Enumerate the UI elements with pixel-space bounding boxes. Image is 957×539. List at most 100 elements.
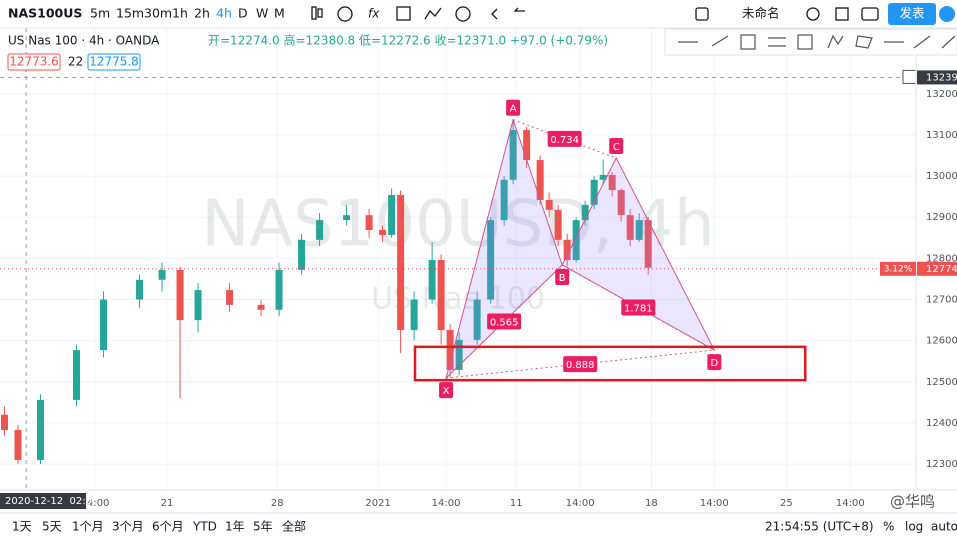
symbol[interactable]: NAS100US (8, 6, 82, 21)
candle-body (275, 269, 283, 310)
range-button[interactable]: 1天 (12, 520, 32, 534)
range-button[interactable]: YTD (192, 520, 217, 534)
play-icon[interactable] (939, 6, 955, 22)
tool-icon[interactable] (797, 34, 813, 50)
point-badge (555, 268, 570, 285)
chart-type-icon[interactable] (311, 6, 317, 20)
y-tick-label: 13200.0 (926, 89, 957, 100)
ratio-label: 0.565 (490, 318, 519, 329)
credit: @华鸣 (890, 493, 935, 511)
scale-option[interactable]: log (905, 520, 923, 534)
snapshot-icon[interactable] (861, 7, 879, 21)
ratio-label: 1.781 (624, 304, 653, 315)
checkbox[interactable] (695, 7, 709, 21)
candle-body (635, 220, 643, 240)
tool-icon[interactable] (740, 34, 756, 50)
interval[interactable]: 30m (144, 6, 172, 21)
point-label: D (710, 358, 718, 369)
ratio-badge (487, 313, 522, 330)
template-icon[interactable] (424, 7, 442, 20)
bid-box[interactable] (7, 53, 61, 71)
scale-option[interactable]: auto (931, 520, 957, 534)
interval[interactable]: 2h (194, 6, 210, 21)
range-button[interactable]: 5天 (42, 520, 62, 534)
candle-body (316, 220, 324, 240)
interval[interactable]: D (238, 6, 248, 21)
axes: 12300.0 12400.0 12500.0 12600.0 12700.0 12800… (0, 70, 957, 509)
point-label: A (510, 104, 517, 115)
candle-body (428, 260, 436, 300)
template-icon[interactable] (396, 6, 411, 21)
scale-option[interactable]: % (883, 520, 894, 534)
tool-icon[interactable] (711, 35, 729, 47)
candle-body (410, 299, 418, 330)
publish-button[interactable] (888, 3, 936, 25)
last-price: 12774.7 (926, 264, 957, 275)
candle-body (176, 269, 184, 321)
range-button[interactable]: 全部 (282, 519, 306, 534)
tool-icon[interactable] (855, 35, 873, 49)
range-group: 1天 5天 1个月 3个月 6个月 YTD 1年 5年 全部% log auto (12, 519, 957, 534)
toolbar-icons: fx (311, 6, 955, 22)
last-change: 3.12% (884, 264, 913, 274)
candle-body (446, 329, 454, 370)
interval[interactable]: 5m (90, 6, 110, 21)
bid[interactable]: 12773.6 (9, 55, 59, 69)
crosshair-price: 13239.9 (926, 72, 957, 83)
ratio-label: 0.734 (550, 135, 579, 146)
range-button[interactable]: 1年 (225, 520, 245, 534)
candle-body (599, 174, 607, 180)
candle-body (608, 174, 616, 191)
candle-body (298, 239, 306, 270)
fullscreen-icon[interactable] (835, 7, 849, 21)
x-tick-label: 28 (271, 498, 284, 509)
candle-body (37, 399, 45, 460)
x-tick-label: 11 (510, 498, 523, 509)
tool-icon[interactable] (941, 35, 956, 49)
alert-icon[interactable] (455, 6, 471, 22)
range-button[interactable]: 6个月 (152, 520, 184, 534)
candle-body (509, 130, 517, 180)
range-button[interactable]: 3个月 (112, 520, 144, 534)
x-tick-label: 14:00 (700, 498, 729, 509)
indicator-icon[interactable]: fx (368, 7, 380, 21)
publish-label[interactable]: 发表 (899, 6, 925, 21)
replay-icon[interactable] (491, 8, 498, 20)
candle-body (73, 350, 81, 400)
ratio-label: 0.888 (566, 360, 595, 371)
clock: 21:54:55 (UTC+8) (765, 520, 874, 534)
crosshair-plus (902, 69, 917, 84)
layout-name[interactable]: 未命名 (742, 6, 780, 21)
candle-body (644, 220, 652, 268)
point-badge (506, 99, 521, 116)
range-button[interactable]: 5年 (253, 520, 273, 534)
crosshair-price-tag (917, 70, 957, 85)
tool-icon[interactable] (827, 34, 844, 49)
ask-box[interactable] (87, 53, 141, 71)
ratio-line (512, 119, 617, 159)
undo-icon[interactable] (513, 7, 525, 12)
interval[interactable]: 1h (172, 6, 188, 21)
interval[interactable]: M (274, 6, 285, 21)
tool-icon[interactable] (913, 35, 931, 49)
candle-body (500, 179, 508, 221)
settings-icon[interactable] (806, 7, 820, 21)
interval[interactable]: W (256, 6, 268, 21)
chart-type-icon[interactable] (317, 8, 323, 18)
compare-icon[interactable] (337, 6, 353, 22)
range-button[interactable]: 1个月 (72, 520, 104, 534)
x-tick-label: 14:00 (432, 498, 461, 509)
x-tick-label: 2021 (365, 498, 390, 509)
candle-body (554, 209, 562, 240)
y-tick-label: 13000.0 (926, 171, 957, 182)
interval[interactable]: 15m (116, 6, 144, 21)
point-badge (707, 354, 722, 371)
ask[interactable]: 12775.8 (89, 55, 139, 69)
interval[interactable]: 4h (216, 6, 232, 21)
candle-body (437, 260, 445, 330)
point-badge (609, 138, 624, 155)
price-axis (916, 28, 957, 490)
spread: 22 (68, 55, 83, 69)
